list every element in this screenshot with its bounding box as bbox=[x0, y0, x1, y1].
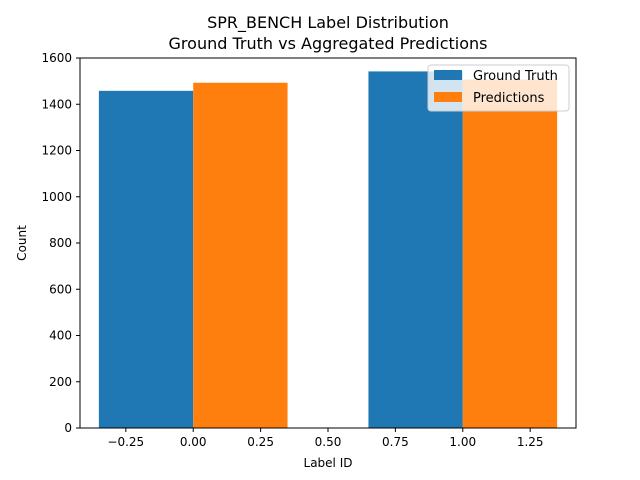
y-tick-label: 1200 bbox=[41, 144, 72, 158]
x-tick-label: 0.00 bbox=[180, 435, 207, 449]
legend-swatch-ground-truth bbox=[434, 70, 462, 80]
x-tick-label: −0.25 bbox=[107, 435, 144, 449]
x-tick-label: 0.50 bbox=[315, 435, 342, 449]
x-tick-label: 0.75 bbox=[382, 435, 409, 449]
x-axis-label: Label ID bbox=[304, 456, 353, 470]
y-axis-label: Count bbox=[15, 225, 29, 261]
bar-predictions-label-1 bbox=[462, 79, 558, 428]
y-axis-ticks: 0 200 400 600 800 1000 1200 1400 1600 bbox=[41, 51, 80, 435]
x-tick-label: 1.00 bbox=[449, 435, 476, 449]
y-tick-label: 600 bbox=[49, 282, 72, 296]
chart-subtitle: Ground Truth vs Aggregated Predictions bbox=[169, 34, 488, 53]
legend-swatch-predictions bbox=[434, 92, 462, 102]
y-tick-label: 800 bbox=[49, 236, 72, 250]
bar-predictions-label-0 bbox=[193, 82, 288, 429]
x-axis-ticks: −0.25 0.00 0.25 0.50 0.75 1.00 1.25 bbox=[107, 428, 544, 449]
legend-label-predictions: Predictions bbox=[473, 91, 545, 106]
bar-ground-truth-label-0 bbox=[98, 90, 194, 429]
y-tick-label: 400 bbox=[49, 329, 72, 343]
legend: Ground Truth Predictions bbox=[427, 64, 570, 112]
chart-title: SPR_BENCH Label Distribution bbox=[207, 13, 449, 33]
x-tick-label: 1.25 bbox=[517, 435, 544, 449]
y-tick-label: 1000 bbox=[41, 190, 72, 204]
x-tick-label: 0.25 bbox=[247, 435, 274, 449]
y-tick-label: 200 bbox=[49, 375, 72, 389]
y-tick-label: 1400 bbox=[41, 97, 72, 111]
legend-label-ground-truth: Ground Truth bbox=[473, 69, 558, 84]
y-tick-label: 1600 bbox=[41, 51, 72, 65]
bars-group bbox=[98, 71, 558, 429]
bar-ground-truth-label-1 bbox=[368, 71, 463, 428]
legend-frame bbox=[427, 64, 570, 112]
y-tick-label: 0 bbox=[64, 421, 72, 435]
plot-frame bbox=[79, 57, 577, 429]
